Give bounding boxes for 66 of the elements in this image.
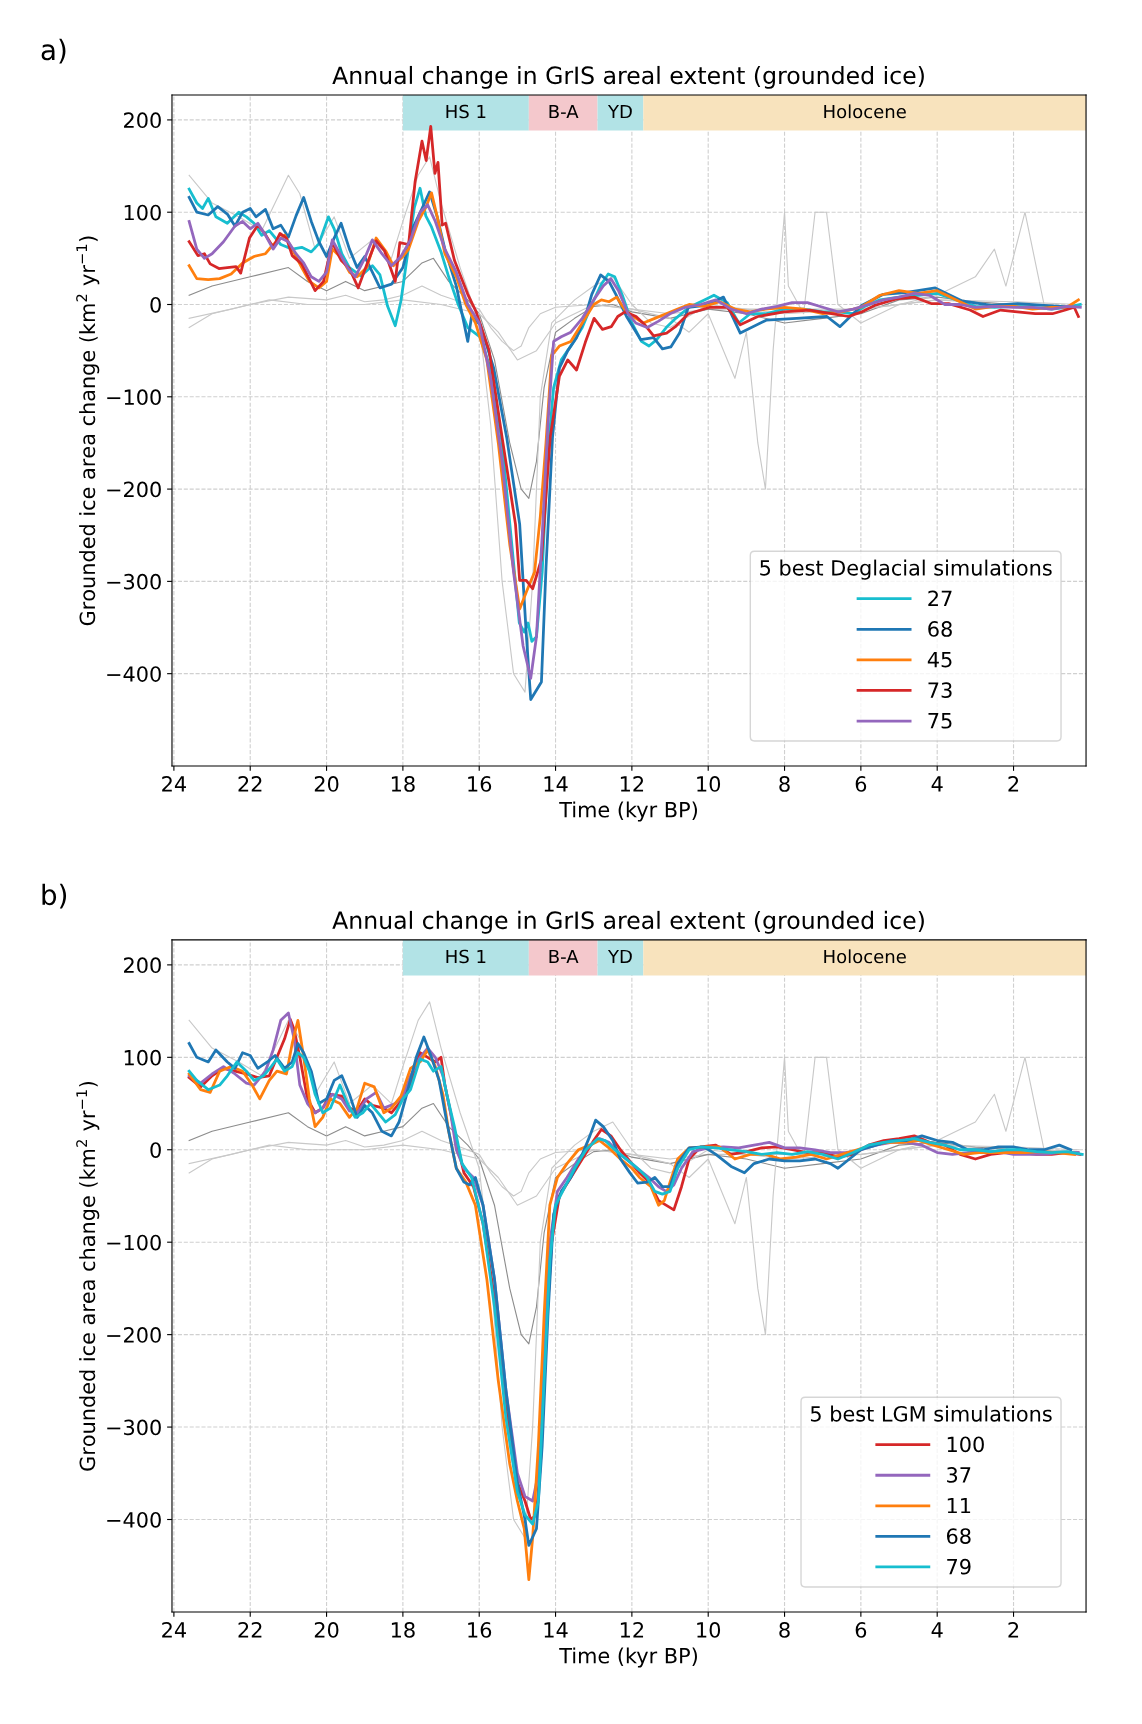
y-tick-label: −200 (107, 481, 161, 498)
text: b) (42, 883, 67, 909)
x-tick-label: 12 (620, 1622, 644, 1638)
x-tick-label: 20 (314, 1622, 339, 1638)
legend-label: 68 (946, 1528, 971, 1544)
y-tick-label: 100 (124, 1049, 161, 1066)
x-tick-label: 12 (620, 776, 644, 792)
y-axis-title: Grounded ice area change (km$^{2}$ yr$^{−1}$) (76, 1081, 100, 1471)
x-tick-label: 4 (931, 1622, 943, 1638)
x-tick-label: 10 (697, 776, 721, 792)
y-tick-label: −300 (107, 1419, 161, 1436)
chart-title: Annual change in GrIS areal extent (grounded ice) (332, 910, 924, 934)
y-tick-label: 0 (150, 296, 161, 313)
x-tick-label: 8 (779, 1622, 790, 1638)
text: a) (41, 38, 66, 64)
x-tick-label: 6 (855, 1622, 867, 1638)
legend-title: 5 best LGM simulations (810, 1405, 1052, 1422)
band-label: HS 1 (446, 949, 486, 964)
x-tick-label: 14 (544, 776, 568, 792)
x-tick-label: 18 (391, 1622, 415, 1638)
legend-label: 37 (947, 1467, 971, 1483)
y-tick-label: 0 (150, 1142, 161, 1158)
band-label: Holocene (824, 949, 906, 964)
x-tick-label: 4 (931, 776, 943, 792)
y-axis-title: Grounded ice area change (km$^{2}$ yr$^{−1}$) (76, 236, 100, 626)
x-axis-title: Time (kyr BP) (559, 1647, 697, 1668)
x-tick-label: 16 (468, 1622, 492, 1638)
band-label: HS 1 (446, 104, 486, 119)
legend-label: 45 (927, 651, 952, 668)
y-tick-label: −400 (107, 1511, 161, 1528)
x-tick-label: 6 (855, 776, 867, 792)
band-label: YD (607, 104, 632, 119)
x-axis-title: Time (kyr BP) (559, 801, 697, 822)
band-label: Holocene (824, 104, 906, 119)
y-tick-label: 100 (124, 204, 161, 221)
x-tick-label: 24 (162, 1622, 186, 1638)
legend-label: 79 (947, 1558, 971, 1575)
x-tick-label: 10 (697, 1622, 721, 1638)
band-label: B-A (549, 104, 579, 119)
legend-label: 75 (928, 713, 952, 729)
legend-label: 100 (947, 1436, 984, 1453)
legend-label: 27 (928, 590, 952, 606)
x-tick-label: 18 (391, 776, 415, 792)
y-tick-label: −200 (107, 1327, 161, 1343)
x-tick-label: 24 (162, 776, 186, 792)
x-tick-label: 20 (314, 776, 339, 792)
x-tick-label: 8 (779, 776, 790, 792)
x-tick-label: 16 (468, 776, 492, 792)
x-tick-label: 2 (1008, 1622, 1019, 1638)
legend-label: 73 (928, 682, 952, 699)
y-tick-label: −100 (107, 389, 161, 406)
x-tick-label: 14 (544, 1622, 568, 1638)
legend-label: 68 (928, 621, 952, 637)
legend-label: 11 (947, 1497, 971, 1514)
y-tick-label: −300 (107, 573, 161, 590)
band-label: YD (607, 949, 632, 964)
y-tick-label: −100 (107, 1234, 161, 1251)
x-tick-label: 2 (1008, 776, 1019, 792)
y-tick-label: −400 (107, 666, 161, 682)
y-tick-label: 200 (124, 112, 161, 129)
band-label: B-A (549, 949, 579, 964)
x-tick-label: 22 (238, 776, 262, 792)
legend-title: 5 best Deglacial simulations (760, 559, 1052, 580)
chart-title: Annual change in GrIS areal extent (grounded ice) (332, 65, 924, 89)
x-tick-label: 22 (238, 1622, 262, 1638)
y-tick-label: 200 (124, 957, 161, 974)
